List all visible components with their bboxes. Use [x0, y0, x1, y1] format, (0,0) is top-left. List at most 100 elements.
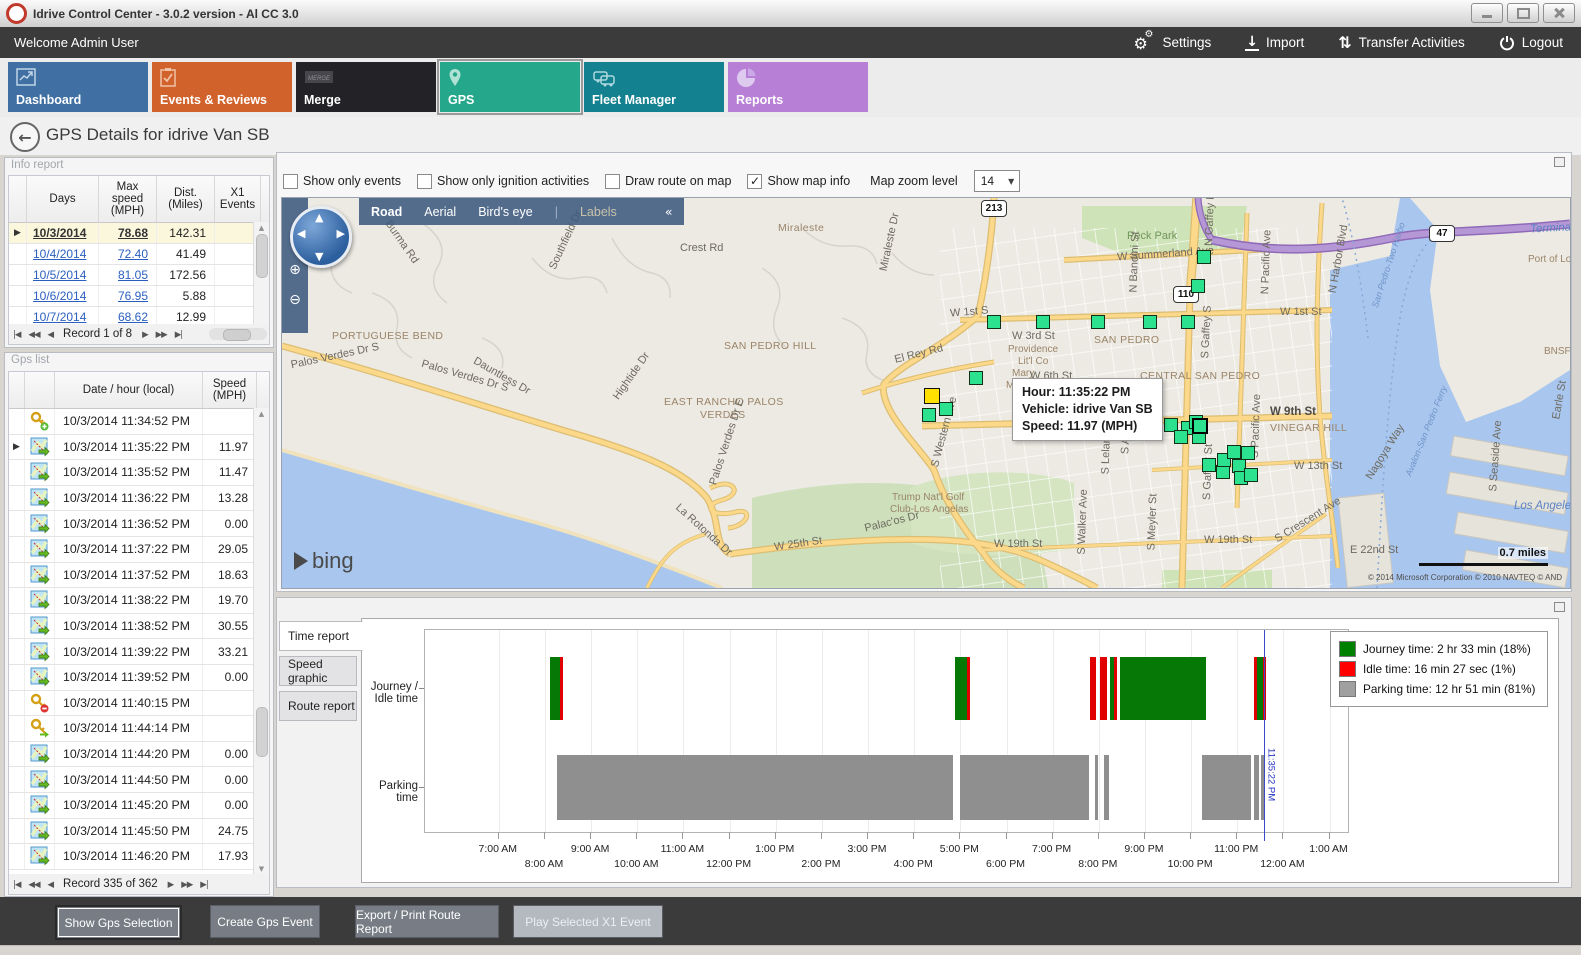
- day-link[interactable]: 10/3/2014: [33, 226, 87, 240]
- gps-list-row[interactable]: 10/3/2014 11:44:14 PM: [9, 716, 269, 742]
- gps-marker[interactable]: [1227, 445, 1241, 459]
- gps-marker[interactable]: [969, 371, 983, 385]
- checkbox-show-only-events[interactable]: Show only events: [283, 173, 401, 189]
- gps-marker[interactable]: [1241, 446, 1255, 460]
- gps-marker[interactable]: [1216, 465, 1230, 479]
- transfer-button[interactable]: ⇅ Transfer Activities: [1338, 33, 1464, 52]
- info-report-row[interactable]: 10/4/2014 72.40 41.49: [9, 244, 269, 265]
- nav-tile-events[interactable]: Events & Reviews: [152, 62, 292, 112]
- chart-panel-maximize-icon[interactable]: [1554, 602, 1565, 612]
- map-zoom-level-dropdown[interactable]: 14 ▼: [973, 170, 1020, 192]
- gps-marker[interactable]: [1191, 279, 1205, 293]
- close-button[interactable]: [1543, 3, 1575, 23]
- map-canvas[interactable]: ⊕ ⊖ ▲ ▼ ◀ ▶ Road Aerial Bird's eye | Labels « M…: [281, 197, 1571, 589]
- gps-marker[interactable]: [1164, 418, 1178, 432]
- gps-list-row[interactable]: 10/3/2014 11:45:20 PM 0.00: [9, 792, 269, 819]
- gps-marker[interactable]: [1091, 315, 1105, 329]
- checkbox-box[interactable]: [283, 173, 298, 189]
- checkbox-show-map-info[interactable]: ✓ Show map info: [747, 173, 850, 189]
- map-zoom-out-button[interactable]: ⊖: [289, 292, 301, 308]
- pager-prev-0-button[interactable]: |◀: [13, 330, 21, 340]
- max-speed-link[interactable]: 76.95: [117, 289, 148, 303]
- gps-marker[interactable]: [1197, 250, 1211, 264]
- gps-list-row[interactable]: 10/3/2014 11:36:52 PM 0.00: [9, 511, 269, 537]
- import-button[interactable]: ↓ Import: [1245, 35, 1304, 51]
- pager-prev-0-button[interactable]: |◀: [13, 880, 21, 890]
- pager-next-0-button[interactable]: ▶: [167, 880, 175, 890]
- gps-list-row[interactable]: 10/3/2014 11:38:52 PM 30.55: [9, 613, 269, 640]
- nav-tile-fleet[interactable]: Fleet Manager: [584, 62, 724, 112]
- tab-time-report[interactable]: Time report: [279, 621, 363, 651]
- gps-list-row[interactable]: 10/3/2014 11:39:52 PM 0.00: [9, 664, 269, 691]
- gps-list-row[interactable]: 10/3/2014 11:44:50 PM 0.00: [9, 767, 269, 793]
- tab-speed-graphic[interactable]: Speed graphic: [279, 656, 357, 686]
- info-report-row[interactable]: 10/5/2014 81.05 172.56: [9, 265, 269, 286]
- gps-list-row[interactable]: 10/3/2014 11:37:52 PM 18.63: [9, 562, 269, 589]
- map-bar-collapse-button[interactable]: «: [664, 204, 673, 219]
- chevron-down-icon[interactable]: ▼: [1008, 176, 1015, 186]
- max-speed-link[interactable]: 72.40: [117, 247, 148, 261]
- gps-marker-selected[interactable]: [1192, 418, 1208, 434]
- export-print-route-report-button[interactable]: Export / Print Route Report: [355, 905, 499, 938]
- map-panel-maximize-icon[interactable]: [1554, 157, 1565, 167]
- gps-marker[interactable]: [987, 315, 1001, 329]
- pager-prev-1-button[interactable]: ◀◀: [28, 330, 40, 340]
- gps-marker[interactable]: [1202, 458, 1216, 472]
- gps-list-row[interactable]: 10/3/2014 11:38:22 PM 19.70: [9, 588, 269, 614]
- tab-route-report[interactable]: Route report: [279, 691, 357, 721]
- pager-next-2-button[interactable]: ▶|: [200, 880, 208, 890]
- gps-list-row[interactable]: 10/3/2014 11:37:22 PM 29.05: [9, 536, 269, 563]
- gps-marker[interactable]: [922, 408, 936, 422]
- pager-prev-2-button[interactable]: ◀: [47, 880, 54, 890]
- gps-list-row[interactable]: 10/3/2014 11:39:22 PM 33.21: [9, 639, 269, 665]
- pager-next-2-button[interactable]: ▶|: [174, 330, 183, 340]
- pager-prev-2-button[interactable]: ◀: [47, 330, 54, 340]
- nav-tile-gps[interactable]: GPS: [437, 59, 583, 115]
- pager-next-0-button[interactable]: ▶: [142, 330, 149, 340]
- gps-list-row[interactable]: 10/3/2014 11:40:15 PM: [9, 690, 269, 717]
- map-zoom-in-button[interactable]: ⊕: [289, 262, 301, 278]
- gps-list-row[interactable]: ▶ 10/3/2014 11:35:22 PM 11.97: [9, 434, 269, 461]
- gps-list-row[interactable]: 10/3/2014 11:34:52 PM: [9, 409, 269, 435]
- nav-tile-merge[interactable]: MERGE Merge: [296, 62, 436, 112]
- gps-marker[interactable]: [1244, 468, 1258, 482]
- day-link[interactable]: 10/4/2014: [33, 247, 87, 261]
- map-mode-aerial[interactable]: Aerial: [424, 204, 457, 219]
- gps-list-scrollbar[interactable]: ▲ ▼: [253, 408, 269, 875]
- info-report-row[interactable]: 10/6/2014 76.95 5.88: [9, 286, 269, 307]
- pager-next-1-button[interactable]: ▶▶: [181, 880, 193, 890]
- nav-tile-dashboard[interactable]: Dashboard: [8, 62, 148, 112]
- gps-list-row[interactable]: 10/3/2014 11:44:20 PM 0.00: [9, 741, 269, 768]
- gps-list-row[interactable]: 10/3/2014 11:46:20 PM 17.93: [9, 844, 269, 870]
- checkbox-box[interactable]: [605, 173, 621, 189]
- max-speed-link[interactable]: 68.62: [117, 310, 148, 324]
- maximize-button[interactable]: [1507, 3, 1539, 23]
- gps-marker[interactable]: [1143, 315, 1157, 329]
- gps-marker[interactable]: [1036, 315, 1050, 329]
- create-gps-event-button[interactable]: Create Gps Event: [210, 905, 320, 938]
- gps-list-row[interactable]: 10/3/2014 11:36:22 PM 13.28: [9, 485, 269, 512]
- max-speed-link[interactable]: 81.05: [117, 268, 148, 282]
- gps-marker[interactable]: [1181, 315, 1195, 329]
- checkbox-box[interactable]: [416, 173, 432, 189]
- map-compass-control[interactable]: ▲ ▼ ◀ ▶: [290, 206, 352, 268]
- show-gps-selection-button[interactable]: Show Gps Selection: [55, 905, 182, 940]
- checkbox-box[interactable]: ✓: [747, 173, 763, 189]
- gps-list-row[interactable]: 10/3/2014 11:45:50 PM 24.75: [9, 818, 269, 845]
- info-report-scrollbar[interactable]: ▲ ▼: [253, 222, 269, 342]
- settings-button[interactable]: ⚙ ⚙ Settings: [1133, 29, 1211, 53]
- info-pager-scrollbar[interactable]: [209, 328, 267, 341]
- map-mode-bird-s-eye[interactable]: Bird's eye: [478, 204, 533, 219]
- day-link[interactable]: 10/5/2014: [33, 268, 87, 282]
- nav-tile-reports[interactable]: Reports: [728, 62, 868, 112]
- back-button[interactable]: ←: [10, 122, 40, 152]
- checkbox-draw-route-on-map[interactable]: Draw route on map: [605, 173, 731, 189]
- minimize-button[interactable]: [1471, 3, 1503, 23]
- logout-button[interactable]: Logout: [1499, 35, 1563, 51]
- gps-marker[interactable]: [1174, 430, 1188, 444]
- pager-prev-1-button[interactable]: ◀◀: [28, 880, 40, 890]
- map-mode-labels[interactable]: Labels: [579, 204, 617, 219]
- gps-marker[interactable]: [939, 402, 953, 416]
- gps-marker-highlight[interactable]: [924, 388, 940, 404]
- max-speed-link[interactable]: 78.68: [117, 226, 148, 240]
